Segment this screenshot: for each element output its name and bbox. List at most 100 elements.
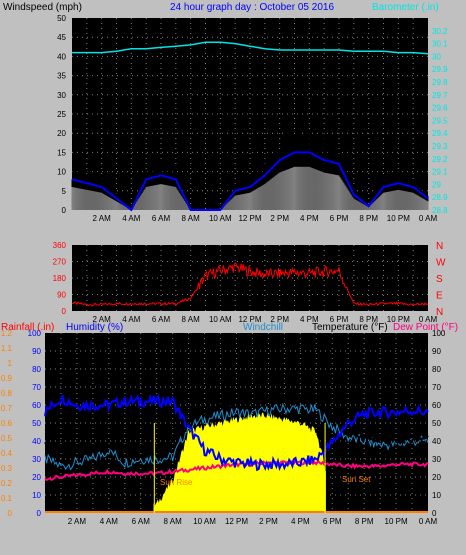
time-tick-label: 4 AM (122, 315, 141, 324)
windspeed-tick-label: 20 (57, 129, 66, 138)
sunset-label: Sun Set (342, 475, 371, 484)
humidity-line (44, 393, 429, 472)
compass-label: N (436, 307, 443, 318)
time-tick-label: 8 PM (355, 517, 374, 526)
windspeed-tick-label: 15 (57, 148, 66, 157)
time-tick-label: 10 AM (209, 315, 232, 324)
temperature-tick-label: 50 (432, 419, 441, 428)
windspeed-line (71, 151, 429, 212)
time-tick-label: 2 AM (93, 315, 112, 324)
humidity-tick-label: 90 (32, 347, 41, 356)
rainfall-tick-label: 0.3 (1, 464, 13, 473)
time-tick-label: 0 AM (419, 315, 438, 324)
time-tick-label: 4 PM (300, 214, 319, 223)
barometer-tick-label: 30.1 (432, 40, 448, 49)
barometer-tick-label: 29.2 (432, 155, 448, 164)
rainfall-tick-label: 0.8 (1, 389, 13, 398)
temperature-line (44, 394, 429, 453)
windspeed-tick-label: 25 (57, 110, 66, 119)
barometer-tick-label: 29.3 (432, 142, 448, 151)
compass-label: W (436, 258, 446, 269)
windspeed-tick-label: 45 (57, 33, 66, 42)
humidity-tick-label: 20 (32, 473, 41, 482)
temperature-tick-label: 60 (432, 401, 441, 410)
barometer-tick-label: 30.2 (432, 27, 448, 36)
time-tick-label: 6 AM (152, 214, 171, 223)
barometer-tick-label: 29.4 (432, 129, 448, 138)
windspeed-tick-label: 35 (57, 72, 66, 81)
humidity-tick-label: 30 (32, 455, 41, 464)
time-tick-label: 10 PM (387, 315, 410, 324)
humidity-tick-label: 40 (32, 437, 41, 446)
dewpoint-axis-label: Dew Point (°F) (393, 322, 458, 333)
barometer-tick-label: 29.1 (432, 168, 448, 177)
windspeed-axis-label: Windspeed (mph) (3, 2, 82, 13)
barometer-tick-label: 29.9 (432, 65, 448, 74)
barometer-line (72, 41, 429, 55)
humidity-tick-label: 50 (32, 419, 41, 428)
time-tick-label: 4 PM (300, 315, 319, 324)
time-tick-label: 8 PM (359, 315, 378, 324)
time-tick-label: 6 AM (132, 517, 151, 526)
barometer-tick-label: 29 (432, 180, 441, 189)
temperature-tick-label: 40 (432, 437, 441, 446)
direction-tick-label: 360 (53, 241, 67, 250)
time-tick-label: 2 PM (259, 517, 278, 526)
humidity-tick-label: 60 (32, 401, 41, 410)
compass-label: E (436, 291, 443, 302)
temperature-tick-label: 70 (432, 383, 441, 392)
humidity-tick-label: 100 (28, 329, 42, 338)
rainfall-tick-label: 1.1 (1, 344, 13, 353)
humidity-axis-label: Humidity (%) (66, 322, 123, 333)
temperature-tick-label: 30 (432, 455, 441, 464)
time-tick-label: 0 AM (419, 214, 438, 223)
direction-tick-label: 0 (62, 307, 67, 316)
rainfall-tick-label: 1 (8, 359, 13, 368)
barometer-tick-label: 29.6 (432, 104, 448, 113)
barometer-tick-label: 28.9 (432, 193, 448, 202)
time-tick-label: 2 AM (93, 214, 112, 223)
temperature-tick-label: 0 (432, 509, 437, 518)
windchill-line (44, 402, 429, 471)
rainfall-tick-label: 0.7 (1, 404, 13, 413)
humidity-tick-label: 10 (32, 491, 41, 500)
humidity-tick-label: 80 (32, 365, 41, 374)
rainfall-tick-label: 0.6 (1, 419, 13, 428)
windspeed-tick-label: 10 (57, 168, 66, 177)
temperature-axis-label: Temperature (°F) (312, 322, 388, 333)
compass-label: S (436, 274, 443, 285)
temperature-tick-label: 10 (432, 491, 441, 500)
barometer-tick-label: 29.8 (432, 78, 448, 87)
direction-plot-area (72, 245, 428, 311)
rainfall-tick-label: 0.4 (1, 449, 13, 458)
humidity-tick-label: 0 (37, 509, 42, 518)
time-tick-label: 12 PM (238, 214, 261, 223)
time-tick-label: 2 PM (270, 214, 289, 223)
time-tick-label: 6 PM (330, 315, 349, 324)
windspeed-tick-label: 50 (57, 14, 66, 23)
rainfall-tick-label: 0.2 (1, 479, 13, 488)
barometer-tick-label: 29.5 (432, 116, 448, 125)
time-tick-label: 8 PM (359, 214, 378, 223)
time-tick-label: 2 AM (68, 517, 87, 526)
direction-tick-label: 270 (53, 258, 67, 267)
time-tick-label: 8 AM (182, 214, 201, 223)
page-title: 24 hour graph day : October 05 2016 (170, 2, 334, 13)
direction-tick-label: 180 (53, 274, 67, 283)
windspeed-tick-label: 30 (57, 91, 66, 100)
temperature-tick-label: 80 (432, 365, 441, 374)
time-tick-label: 10 AM (209, 214, 232, 223)
time-tick-label: 4 AM (100, 517, 119, 526)
rainfall-tick-label: 1.2 (1, 329, 13, 338)
time-tick-label: 12 PM (225, 517, 248, 526)
time-tick-label: 8 AM (182, 315, 201, 324)
windchill-legend: Windchill (243, 322, 283, 333)
rainfall-tick-label: 0.5 (1, 434, 13, 443)
time-tick-label: 10 AM (193, 517, 216, 526)
barometer-tick-label: 29.7 (432, 91, 448, 100)
windspeed-tick-label: 0 (62, 206, 67, 215)
time-tick-label: 6 PM (330, 214, 349, 223)
time-tick-label: 4 AM (122, 214, 141, 223)
